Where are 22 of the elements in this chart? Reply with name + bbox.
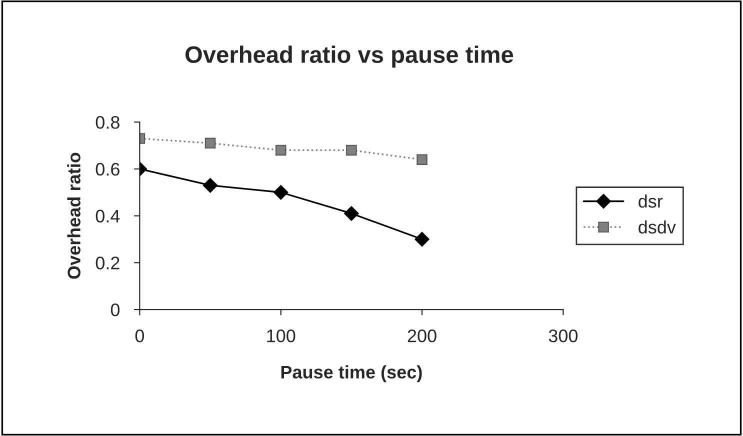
x-tick-label: 100 [267, 329, 296, 342]
point [204, 138, 216, 149]
point [202, 178, 218, 193]
chart-title: Overhead ratio vs pause time [186, 46, 514, 68]
point [275, 144, 286, 156]
y-tick-label: 0 [110, 303, 120, 316]
y-axis-title: Overhead ratio [67, 152, 80, 279]
y-tick-label: 0.8 [96, 116, 120, 129]
point [344, 206, 359, 221]
y-tick-label: 0.4 [96, 210, 120, 223]
x-axis-title: Pause time (sec) [281, 365, 422, 382]
x-tick-label: 200 [408, 329, 436, 342]
y-tick-label: 0.6 [96, 162, 120, 176]
point [414, 232, 430, 247]
x-tick-label: 0 [135, 329, 144, 342]
point [346, 144, 357, 156]
legend-label: dsr [638, 194, 663, 208]
point [273, 184, 288, 200]
y-tick-label: 0.2 [96, 256, 120, 270]
x-tick-label: 300 [548, 329, 578, 342]
legend-label: dsdv [638, 220, 676, 234]
point [416, 154, 428, 165]
